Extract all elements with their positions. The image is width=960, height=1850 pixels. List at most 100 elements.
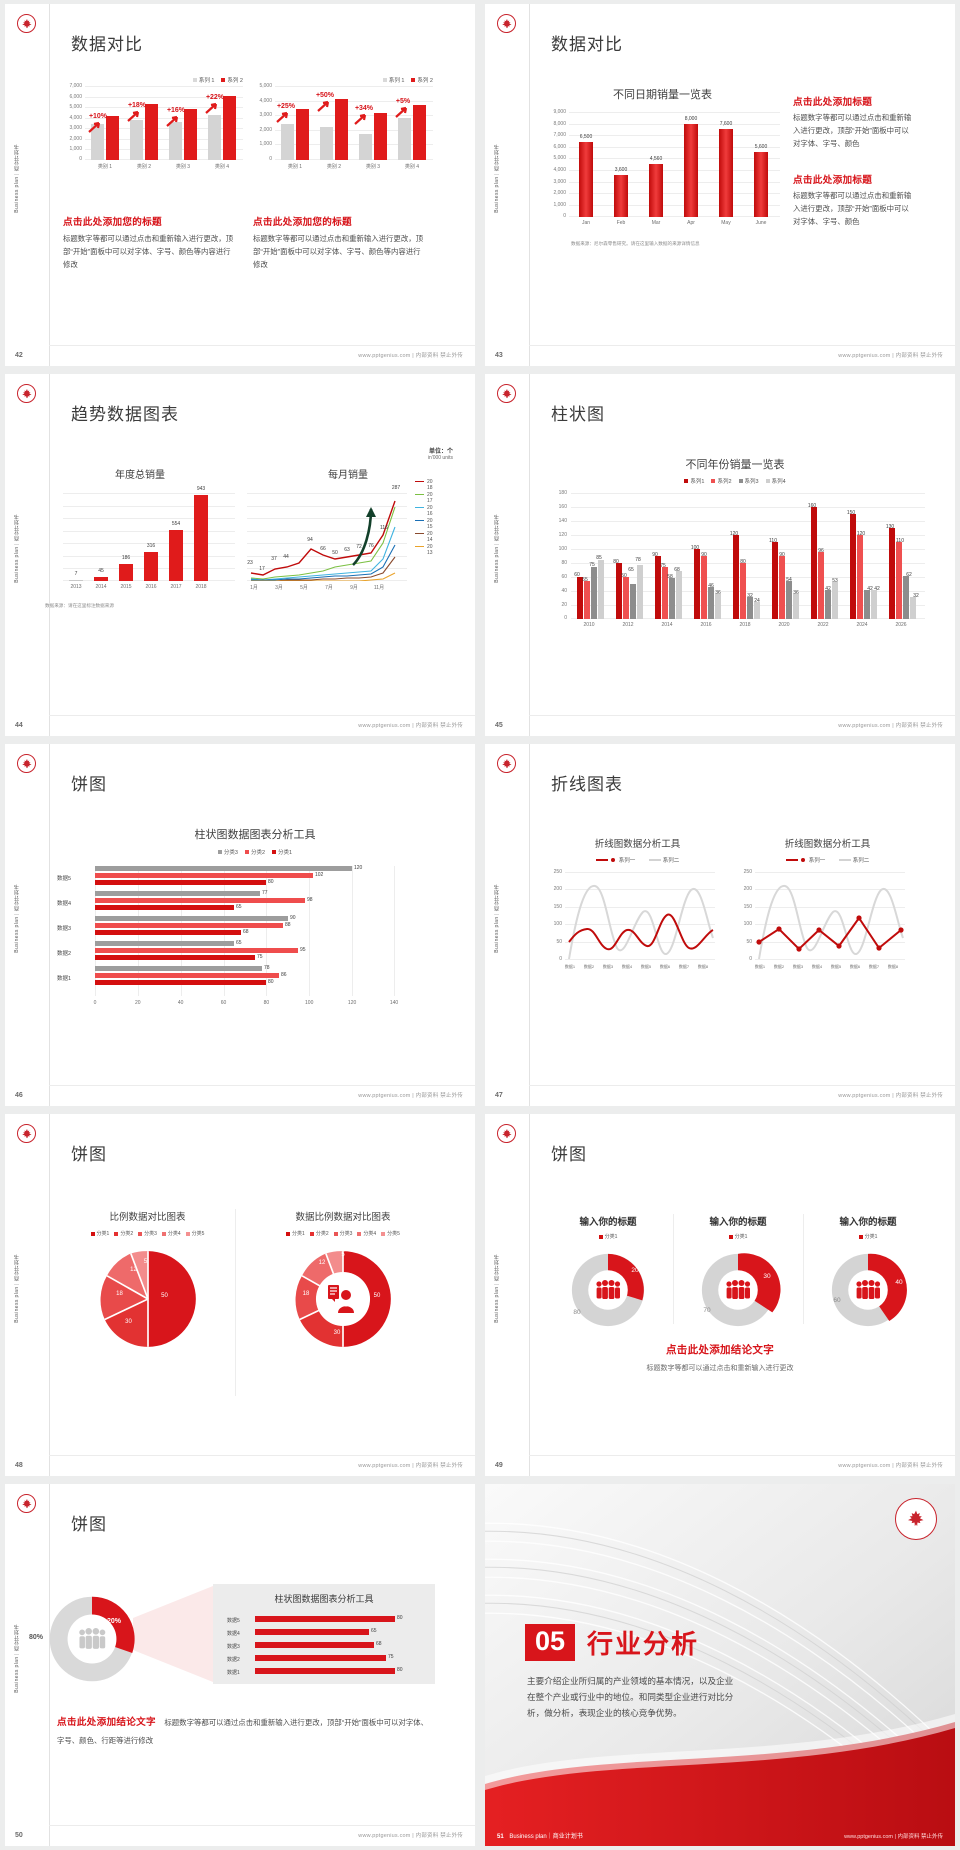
bar-series2 xyxy=(413,105,426,160)
x-tick: 140 xyxy=(389,1000,399,1006)
row-label: 数据4 xyxy=(227,1631,240,1637)
maple-leaf-logo-icon xyxy=(17,384,36,403)
x-tick: 2022 xyxy=(817,622,829,628)
plot-area: 7,000 6,000 5,000 4,000 3,000 2,000 1,00… xyxy=(69,83,243,162)
emblem-logo-icon xyxy=(895,1498,937,1540)
slide-51: 05 行业分析 主要介绍企业所归属的产业领域的基本情况，以及企业在整个产业或行业… xyxy=(485,1484,955,1846)
side-label: Business plan｜商业计划书 xyxy=(494,144,500,213)
bar-series1 xyxy=(208,115,221,160)
unit-note: 单位：个 in'000 units xyxy=(428,446,453,461)
footer-note: www.pptgenius.com | 内部资料 禁止外传 xyxy=(358,723,463,729)
page-title: 饼图 xyxy=(71,1515,107,1534)
group-people-icon xyxy=(596,1280,621,1299)
donut-block-1: 输入你的标题 分类1 20 80 xyxy=(547,1214,669,1333)
side-label: Business plan｜商业计划书 xyxy=(14,1254,20,1323)
background-graphic xyxy=(485,1484,955,1846)
legend-value: 17 xyxy=(427,498,433,504)
slice-label: 18 xyxy=(116,1291,123,1297)
chart-legend: 分类3 分类2 分类1 xyxy=(55,848,455,856)
donut-rest: 60 xyxy=(833,1297,841,1304)
point-label: 44 xyxy=(283,554,289,560)
chart-title: 比例数据对比图表 xyxy=(109,1212,186,1223)
chart-comparison-right: 系列 1 系列 2 5,000 4,000 3,000 2,000 1,000 … xyxy=(253,76,433,172)
legend-label: 分类5 xyxy=(387,1231,400,1237)
bar-value-label: 316 xyxy=(146,543,156,549)
plot-area: 5,000 4,000 3,000 2,000 1,000 0 +25% +50… xyxy=(259,83,433,162)
legend-label: 分类4 xyxy=(363,1231,377,1237)
legend-label: 系列3 xyxy=(744,479,759,485)
text-block-1: 点击此处添加标题 标题数字等都可以通过点击和重新输入进行更改，顶部“开始”面板中… xyxy=(793,94,913,151)
bar-series2 xyxy=(145,104,158,160)
legend-value: 15 xyxy=(427,524,433,530)
donut-legend: 分类1 xyxy=(807,1233,929,1240)
x-tick: 2012 xyxy=(622,622,634,628)
side-label: Business plan｜商业计划书 xyxy=(14,1624,20,1693)
bar-value-label: 45 xyxy=(98,568,104,574)
conclusion-heading: 点击此处添加结论文字 xyxy=(57,1717,156,1728)
footer-note: www.pptgenius.com | 内部资料 禁止外传 xyxy=(358,353,463,359)
maple-leaf-logo-icon xyxy=(497,384,516,403)
bar-series1 xyxy=(91,124,104,160)
bar xyxy=(194,495,208,581)
x-tick: 40 xyxy=(177,1000,184,1006)
slice-label: 30 xyxy=(333,1330,341,1336)
y-tick: 100 xyxy=(553,921,562,928)
chart-legend: 系列 1 系列 2 xyxy=(63,76,243,84)
bar xyxy=(754,152,768,217)
y-tick: 4,000 xyxy=(553,167,566,173)
footer-note: www.pptgenius.com | 内部资料 禁止外传 xyxy=(358,1833,463,1839)
chart-title: 年度总销量 xyxy=(115,470,165,481)
slice-label: 50 xyxy=(373,1293,381,1299)
page-number: 48 xyxy=(15,1462,23,1469)
legend-label: 系列 2 xyxy=(227,78,243,84)
footer-note: www.pptgenius.com | 内部资料 禁止外传 xyxy=(358,1463,463,1469)
line-series-svg xyxy=(568,884,714,960)
bar-value-label: 8,000 xyxy=(684,116,698,122)
donut-graphic: 20 80 xyxy=(565,1247,651,1333)
arrow-icon xyxy=(88,121,101,133)
x-tick: 2014 xyxy=(661,622,673,628)
legend-value: 20 xyxy=(427,478,433,485)
footer-note: www.pptgenius.com | 内部资料 禁止外传 xyxy=(838,1093,943,1099)
legend-value: 20 xyxy=(427,504,433,511)
page-number: 45 xyxy=(495,722,503,729)
legend-value: 20 xyxy=(427,491,433,498)
x-tick: Mar xyxy=(651,220,661,226)
slice-label: 12 xyxy=(130,1267,137,1273)
x-tick: 2024 xyxy=(856,622,868,628)
donut-legend: 分类1 xyxy=(547,1233,669,1240)
bar xyxy=(144,552,158,581)
y-tick: 60 xyxy=(561,574,567,580)
bar-series2 xyxy=(106,116,119,160)
y-tick: 5,000 xyxy=(69,104,82,110)
page-title: 折线图表 xyxy=(551,775,623,794)
donut-value: 20 xyxy=(631,1267,639,1274)
donut-block-3: 输入你的标题 分类1 40 60 xyxy=(807,1214,929,1333)
bar-series2 xyxy=(184,109,197,160)
x-tick: 2013 xyxy=(70,584,82,590)
legend-label: 分类1 xyxy=(604,1234,618,1240)
legend-label: 系列 2 xyxy=(417,78,433,84)
maple-leaf-logo-icon xyxy=(17,14,36,33)
slide-42: Business plan｜商业计划书 数据对比 系列 1 系列 2 7,000… xyxy=(5,4,475,366)
bar-series1 xyxy=(169,122,182,160)
slice-label: 18 xyxy=(302,1291,310,1297)
y-tick: 80 xyxy=(561,560,567,566)
chart-line-b: 折线图数据分析工具 系列一 系列二 250 200 150 100 50 0 xyxy=(735,836,920,974)
slice-label: 5 xyxy=(143,1259,148,1265)
section-header: 05 行业分析 xyxy=(525,1624,699,1661)
chart-donut: 数据比例数据对比图表 分类1 分类2 分类3 分类4 分类5 xyxy=(253,1209,433,1351)
y-tick: 100 xyxy=(743,921,752,928)
arrow-icon xyxy=(127,110,140,122)
footer-note: www.pptgenius.com | 内部资料 禁止外传 xyxy=(838,723,943,729)
x-tick: 2020 xyxy=(778,622,790,628)
x-tick: May xyxy=(721,220,731,226)
slide-47: Business plan｜商业计划书 折线图表 折线图数据分析工具 系列一 系… xyxy=(485,744,955,1106)
slide-45: Business plan｜商业计划书 柱状图 不同年份销量一览表 系列1 系列… xyxy=(485,374,955,736)
legend-label: 分类3 xyxy=(339,1231,353,1237)
y-tick: 180 xyxy=(558,490,567,496)
legend-label: 分类1 xyxy=(292,1231,305,1237)
page-number: 43 xyxy=(495,352,503,359)
donut-legend: 分类1 xyxy=(677,1233,799,1240)
side-label: Business plan｜商业计划书 xyxy=(494,884,500,953)
